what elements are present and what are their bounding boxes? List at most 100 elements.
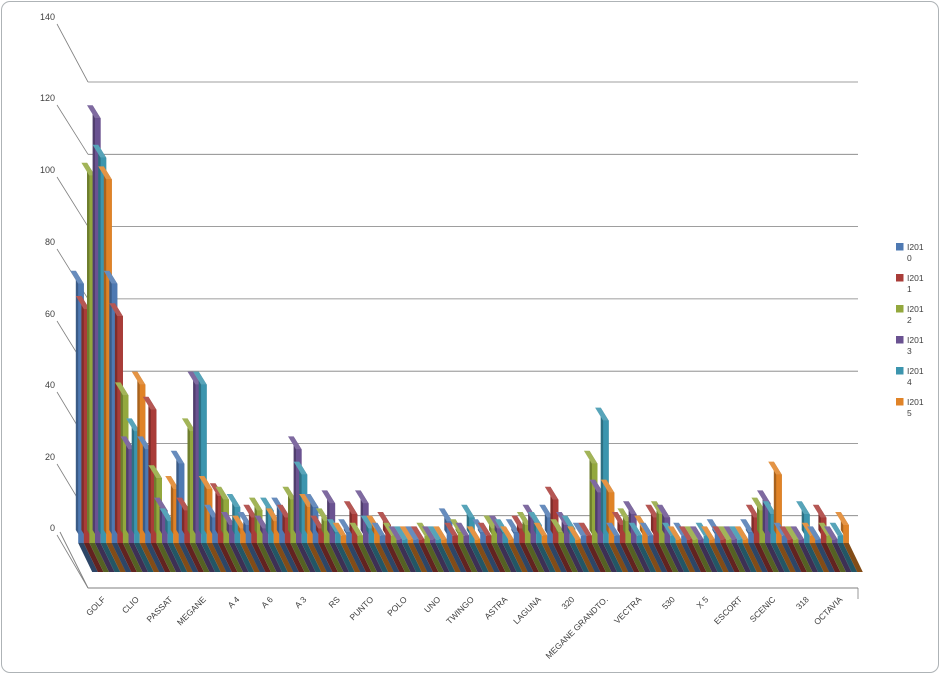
- bar-top-face: [248, 497, 263, 511]
- bar-base: [256, 543, 277, 572]
- bar-front-face: [463, 535, 470, 543]
- bar-base: [357, 543, 377, 572]
- bar-top-face: [422, 526, 436, 540]
- bar-top-face: [589, 479, 604, 493]
- bar-top-face: [176, 497, 190, 511]
- bar-top-face: [260, 497, 274, 511]
- bar-top-face: [103, 270, 118, 284]
- bar-I2015-18: [667, 526, 696, 572]
- bar-base: [212, 543, 232, 572]
- bar-top-face: [276, 504, 291, 518]
- bar-top-face: [394, 526, 408, 540]
- bar-base: [100, 543, 121, 572]
- bar-top-face: [338, 519, 352, 533]
- bar-base: [469, 543, 489, 572]
- bar-base: [134, 543, 154, 572]
- axis-callout-100: [56, 176, 89, 227]
- bar-front-face: [809, 535, 816, 543]
- bar-front-face: [781, 535, 788, 543]
- bar-base: [748, 543, 768, 572]
- bar-top-face: [360, 515, 375, 529]
- bar-I2015-21: [768, 461, 796, 572]
- bar-top-face: [561, 515, 576, 529]
- bar-base: [173, 543, 193, 572]
- bar-top-face: [254, 515, 269, 529]
- bar-top-face: [583, 450, 598, 464]
- bar-I2011-6: [243, 504, 271, 572]
- bar-base: [279, 543, 299, 572]
- bar-top-face: [578, 522, 592, 536]
- bar-base: [189, 543, 210, 572]
- bar-front-face: [541, 535, 548, 543]
- y-tick-label-60: 60: [45, 309, 55, 319]
- legend-swatch-icon: [896, 367, 904, 375]
- bar-top-face: [170, 450, 185, 464]
- bar-base: [307, 543, 327, 572]
- bar-front-face: [480, 532, 486, 543]
- axis-callout-120: [56, 104, 89, 155]
- bar-base: [759, 543, 779, 572]
- bar-I2012-13: [483, 515, 511, 572]
- bar-cluster-octavia: [807, 504, 863, 572]
- legend-label-line1: I201: [907, 242, 924, 252]
- bar-base: [480, 543, 500, 572]
- bar-base: [83, 543, 104, 572]
- bar-top-face: [332, 522, 347, 536]
- bar-top-face: [539, 504, 553, 518]
- legend-label-line2: 1: [907, 284, 912, 294]
- bar-top-face: [684, 526, 698, 540]
- bar-top-face: [181, 418, 196, 432]
- bar-I2011-18: [645, 504, 673, 572]
- bar-top-face: [812, 504, 827, 518]
- bar-cluster-320: [539, 486, 595, 572]
- bar-cluster-a-4: [204, 483, 260, 572]
- bar-I2015-6: [265, 508, 294, 572]
- bar-base: [564, 543, 584, 572]
- bar-front-face: [396, 539, 403, 543]
- bar-top-face: [215, 486, 229, 500]
- x-tick-label-punto: PUNTO: [347, 594, 375, 622]
- bar-base: [636, 543, 657, 572]
- bar-I2010-11: [405, 526, 433, 572]
- bar-cluster-megane: [170, 371, 227, 572]
- bar-top-face: [600, 479, 615, 493]
- bar-top-face: [349, 522, 363, 536]
- bar-front-face: [837, 535, 844, 543]
- legend-swatch-icon: [896, 305, 904, 313]
- bar-front-face: [519, 528, 525, 543]
- bar-base: [698, 543, 718, 572]
- bar-top-face: [623, 501, 637, 515]
- bar-I2012-8: [315, 508, 344, 572]
- bar-cluster-punto: [338, 490, 394, 572]
- bar-front-face: [513, 532, 520, 543]
- bar-top-face: [405, 526, 419, 540]
- x-tick-label-megane-grandto-: MEGANE GRANDTO.: [544, 594, 610, 660]
- bar-cluster-318: [773, 501, 830, 572]
- bar-I2011-8: [310, 515, 338, 572]
- bar-base: [296, 543, 316, 572]
- x-tick-label-318: 318: [794, 594, 811, 611]
- bar-top-face: [75, 296, 90, 309]
- bar-base: [686, 543, 707, 572]
- bar-base: [268, 543, 288, 572]
- bar-base: [245, 543, 266, 572]
- bar-front-face: [575, 539, 581, 543]
- bar-top-face: [142, 396, 157, 410]
- bar-base: [430, 543, 450, 572]
- bar-base: [156, 543, 176, 572]
- bar-front-face: [368, 528, 375, 543]
- bar-I2015-19: [701, 526, 729, 572]
- bar-I2010-9: [338, 519, 366, 572]
- bar-base: [223, 543, 243, 572]
- bar-front-face: [608, 492, 615, 543]
- bar-base: [731, 543, 752, 572]
- bar-front-face: [418, 539, 425, 543]
- bar-base: [508, 543, 528, 572]
- bar-base: [703, 543, 724, 572]
- bar-front-face: [441, 539, 447, 543]
- bar-I2013-11: [422, 526, 450, 572]
- legend-swatch-icon: [896, 274, 904, 282]
- bar-top-face: [165, 476, 179, 489]
- legend-label-line1: I201: [907, 335, 924, 345]
- bar-front-face: [636, 535, 643, 543]
